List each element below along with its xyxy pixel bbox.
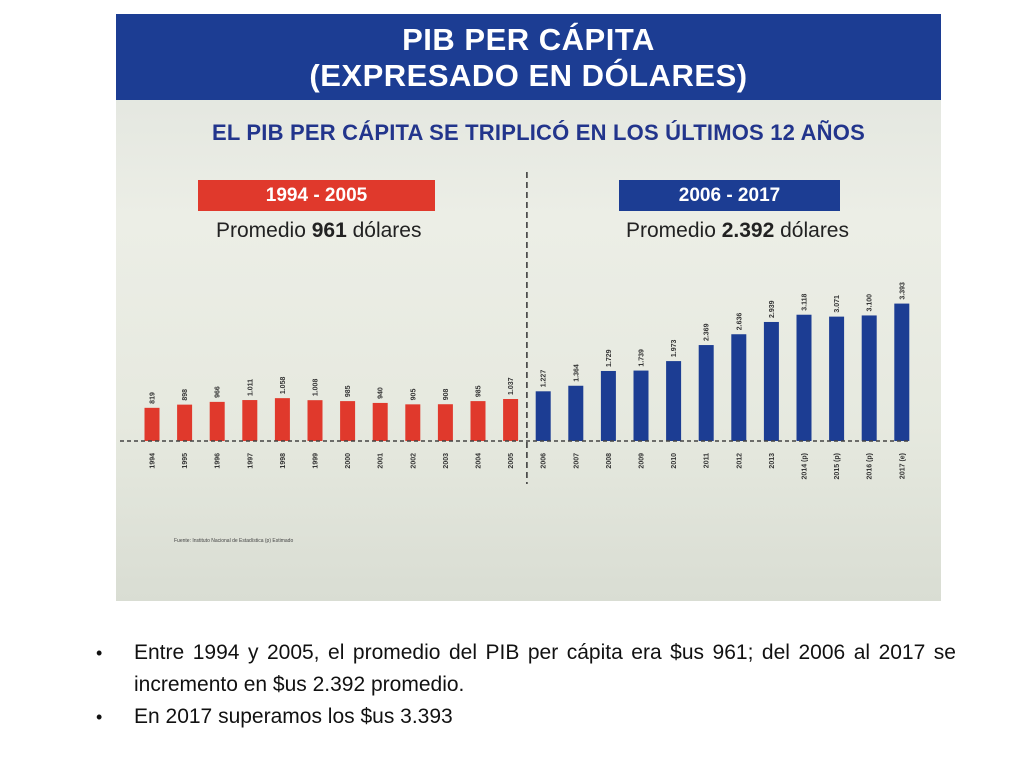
bar — [405, 404, 421, 441]
average-left: Promedio 961 dólares — [216, 219, 421, 243]
bar — [144, 407, 160, 441]
tick-label: 2008 — [606, 453, 613, 469]
data-label: 3.100 — [867, 294, 874, 312]
average-right: Promedio 2.392 dólares — [626, 219, 849, 243]
data-label: 1.037 — [508, 377, 515, 395]
average-left-suffix: dólares — [346, 219, 422, 242]
tick-label: 2007 — [573, 453, 580, 469]
tick-label: 1994 — [150, 453, 157, 469]
tick-label: 2000 — [345, 453, 352, 469]
data-label: 1.739 — [639, 349, 646, 367]
bullet-item: • Entre 1994 y 2005, el promedio del PIB … — [96, 637, 956, 701]
data-label: 3.071 — [834, 295, 841, 313]
tick-label: 2001 — [378, 453, 385, 469]
bar — [274, 398, 290, 441]
data-label: 1.058 — [280, 377, 287, 395]
bar — [568, 385, 584, 441]
bar — [177, 404, 193, 441]
tick-label: 2010 — [671, 453, 678, 469]
tick-label: 2016 (p) — [867, 453, 874, 479]
data-label: 1.008 — [313, 379, 320, 397]
tick-label: 2014 (p) — [802, 453, 809, 479]
average-left-prefix: Promedio — [216, 219, 312, 242]
data-label: 2.636 — [736, 313, 743, 331]
data-label: 985 — [476, 385, 483, 397]
bar — [470, 401, 486, 441]
data-label: 985 — [345, 385, 352, 397]
chart-title-line1: PIB PER CÁPITA — [402, 22, 655, 57]
data-label: 3.393 — [899, 282, 906, 300]
title-banner: PIB PER CÁPITA (EXPRESADO EN DÓLARES) — [116, 14, 941, 100]
bar — [666, 361, 682, 441]
chart-subtitle: EL PIB PER CÁPITA SE TRIPLICÓ EN LOS ÚLT… — [212, 120, 865, 145]
bar — [209, 401, 225, 441]
average-right-value: 2.392 — [721, 219, 775, 242]
bullet-dot-icon: • — [96, 643, 103, 663]
tick-label: 1995 — [182, 453, 189, 469]
bar — [861, 315, 877, 441]
data-label: 898 — [182, 389, 189, 401]
data-label: 2.369 — [704, 323, 711, 341]
data-label: 819 — [150, 392, 157, 404]
average-right-suffix: dólares — [774, 219, 849, 242]
bar — [437, 404, 453, 441]
bar — [535, 391, 551, 441]
tick-label: 2003 — [443, 453, 450, 469]
bar — [503, 399, 519, 441]
data-label: 908 — [443, 388, 450, 400]
bullet-dot-icon: • — [96, 707, 103, 727]
bullet-text: Entre 1994 y 2005, el promedio del PIB p… — [134, 641, 956, 696]
data-label: 1.973 — [671, 339, 678, 357]
data-label: 1.364 — [573, 364, 580, 382]
source-note: Fuente: Instituto Nacional de Estadístic… — [174, 538, 294, 544]
bar — [340, 401, 356, 441]
average-right-prefix: Promedio — [626, 219, 722, 242]
tick-label: 2002 — [410, 453, 417, 469]
data-label: 905 — [410, 389, 417, 401]
tick-label: 2011 — [704, 453, 711, 468]
bar — [796, 314, 812, 441]
average-left-value: 961 — [311, 219, 347, 242]
bar — [633, 370, 649, 441]
bar — [372, 402, 388, 441]
tick-label: 2009 — [639, 453, 646, 469]
bar — [763, 321, 779, 441]
bullet-list: • Entre 1994 y 2005, el promedio del PIB … — [96, 637, 956, 733]
bar — [242, 400, 258, 441]
tick-label: 2004 — [476, 453, 483, 469]
period-label-left: 1994 - 2005 — [198, 180, 435, 211]
bar — [307, 400, 323, 441]
tick-label: 2013 — [769, 453, 776, 469]
tick-label: 2012 — [736, 453, 743, 469]
tick-label: 1996 — [215, 453, 222, 469]
data-label: 2.939 — [769, 300, 776, 318]
bar — [698, 345, 714, 441]
tick-label: 2015 (p) — [834, 453, 841, 479]
tick-label: 1997 — [247, 453, 254, 469]
bar — [829, 316, 845, 441]
tick-label: 1999 — [313, 453, 320, 469]
chart-photo: PIB PER CÁPITA (EXPRESADO EN DÓLARES) EL… — [116, 14, 941, 601]
chart-title-line2: (EXPRESADO EN DÓLARES) — [309, 58, 748, 93]
data-label: 966 — [215, 386, 222, 398]
data-label: 3.118 — [802, 293, 809, 310]
bar — [894, 303, 910, 441]
tick-label: 2017 (e) — [899, 453, 906, 479]
data-label: 1.011 — [247, 379, 254, 396]
bullet-text: En 2017 superamos los $us 3.393 — [134, 705, 453, 728]
bar — [731, 334, 747, 441]
data-label: 1.729 — [606, 349, 613, 367]
bar — [600, 370, 616, 441]
tick-label: 2006 — [541, 453, 548, 469]
bullet-item: • En 2017 superamos los $us 3.393 — [96, 701, 956, 733]
data-label: 940 — [378, 387, 385, 399]
tick-label: 1998 — [280, 453, 287, 469]
bar-chart: 819 1994 898 1995 966 1996 1.011 1997 1.058 1998 1… — [120, 172, 910, 484]
period-label-right: 2006 - 2017 — [619, 180, 840, 211]
tick-label: 2005 — [508, 453, 515, 469]
data-label: 1.227 — [541, 370, 548, 388]
